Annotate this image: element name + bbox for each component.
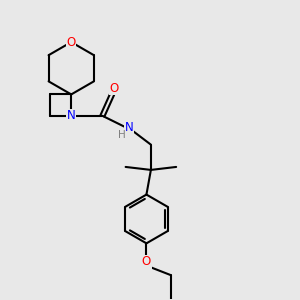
Text: N: N: [67, 109, 76, 122]
Text: N: N: [124, 121, 133, 134]
Text: H: H: [118, 130, 126, 140]
Text: O: O: [142, 255, 151, 268]
Text: O: O: [67, 36, 76, 49]
Text: O: O: [110, 82, 119, 95]
